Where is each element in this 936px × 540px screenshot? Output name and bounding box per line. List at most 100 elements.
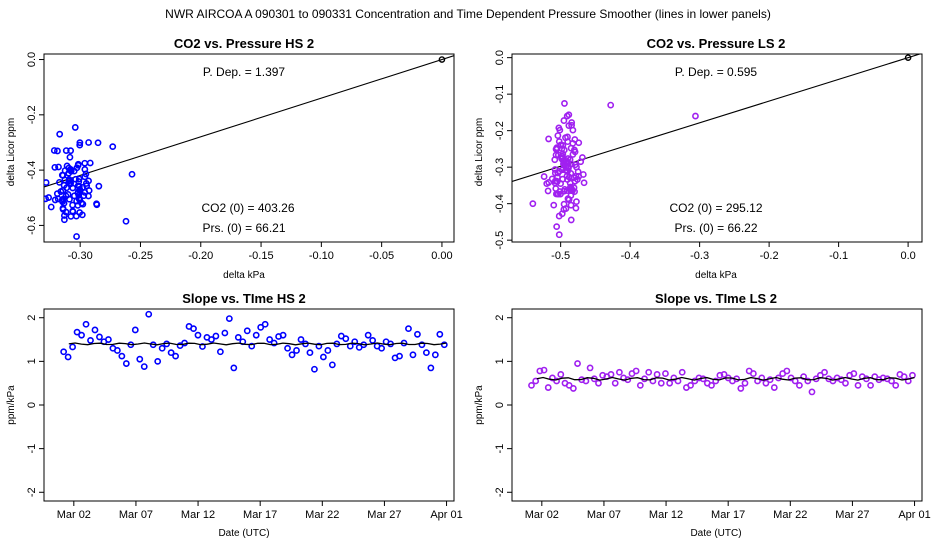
data-point xyxy=(61,167,69,174)
data-point xyxy=(418,341,426,349)
data-point xyxy=(319,353,327,361)
data-point xyxy=(549,374,556,382)
data-point xyxy=(545,135,552,143)
data-point xyxy=(567,160,575,168)
data-point xyxy=(136,355,144,363)
data-point xyxy=(762,379,770,387)
x-tick-label: Mar 12 xyxy=(181,509,215,521)
data-point xyxy=(243,327,251,335)
data-point xyxy=(74,161,82,169)
data-point xyxy=(653,371,661,378)
data-point xyxy=(645,368,653,376)
data-point xyxy=(662,370,669,377)
data-point xyxy=(595,379,602,387)
data-point xyxy=(436,330,444,338)
plot-frame xyxy=(511,53,923,243)
x-axis-label: delta kPa xyxy=(223,270,265,281)
data-point xyxy=(553,377,561,385)
data-point xyxy=(122,217,130,225)
data-point xyxy=(554,173,561,181)
x-tick-label: -0.4 xyxy=(621,250,640,262)
data-point xyxy=(65,176,73,183)
x-axis-label: Date (UTC) xyxy=(218,528,269,539)
data-point xyxy=(60,181,68,189)
data-marks xyxy=(60,310,448,373)
data-point xyxy=(71,124,79,131)
data-point xyxy=(194,331,202,339)
data-point xyxy=(569,385,577,392)
data-point xyxy=(140,363,148,370)
panel-hs-slope: Slope vs. TIme HS 2 Date (UTC) ppm/kPa M… xyxy=(6,291,463,539)
data-marks xyxy=(528,360,916,396)
data-point xyxy=(749,370,757,377)
data-point xyxy=(560,160,567,168)
x-tick-label: -0.20 xyxy=(188,250,213,262)
x-tick-label: -0.5 xyxy=(551,250,570,262)
data-point xyxy=(67,212,75,220)
fit-line xyxy=(44,55,454,188)
data-point xyxy=(216,348,224,356)
data-point xyxy=(657,379,665,387)
data-point xyxy=(570,174,578,182)
data-point xyxy=(261,320,269,328)
data-point xyxy=(712,377,720,385)
data-point xyxy=(552,145,560,153)
panel-title: CO2 vs. Pressure LS 2 xyxy=(647,36,786,51)
data-point xyxy=(351,338,359,346)
data-point xyxy=(279,331,287,339)
data-point xyxy=(616,368,623,376)
data-point xyxy=(51,196,59,204)
data-point xyxy=(81,159,89,167)
x-tick-label: Mar 02 xyxy=(57,509,91,521)
plot-area xyxy=(60,310,448,373)
data-point xyxy=(74,188,82,196)
data-point xyxy=(570,184,578,192)
x-tick-label: 0.0 xyxy=(900,250,915,262)
data-point xyxy=(561,100,568,107)
y-tick-label: -0.5 xyxy=(494,231,506,250)
data-point xyxy=(854,381,862,389)
data-point xyxy=(666,379,674,387)
reference-point xyxy=(438,56,446,63)
data-point xyxy=(50,147,58,154)
y-tick-label: -0.1 xyxy=(494,85,506,104)
data-point xyxy=(85,177,92,185)
data-point xyxy=(69,343,76,351)
data-point xyxy=(128,170,136,178)
data-point xyxy=(567,216,575,224)
data-point xyxy=(60,348,68,356)
axis-ticks: Mar 02 Mar 07 Mar 12 Mar 17 Mar 22 Mar 27 Apr … xyxy=(494,308,931,521)
data-point xyxy=(288,351,296,359)
data-point xyxy=(60,199,68,207)
panel-title: Slope vs. TIme LS 2 xyxy=(655,291,777,306)
data-point xyxy=(190,325,197,333)
x-tick-label: -0.1 xyxy=(829,250,848,262)
data-point xyxy=(60,216,68,224)
data-point xyxy=(113,347,121,354)
data-point xyxy=(440,341,448,349)
data-point xyxy=(76,209,84,216)
x-axis-label: Date (UTC) xyxy=(690,528,741,539)
data-point xyxy=(431,351,439,359)
y-tick-label: -0.4 xyxy=(494,194,506,213)
data-point xyxy=(569,151,577,158)
data-point xyxy=(553,223,561,231)
data-point xyxy=(154,357,162,365)
data-point xyxy=(758,374,766,382)
data-point xyxy=(67,167,75,175)
smoother-line xyxy=(68,342,447,346)
data-point xyxy=(230,364,238,372)
data-point xyxy=(564,168,571,175)
data-point xyxy=(225,315,233,322)
data-point xyxy=(55,163,62,171)
data-point xyxy=(573,198,580,206)
p-dep-annotation: P. Dep. = 0.595 xyxy=(675,65,758,79)
data-point xyxy=(565,196,573,204)
data-point xyxy=(586,364,594,372)
data-point xyxy=(51,163,59,171)
data-point xyxy=(554,132,562,140)
y-tick-label: -2 xyxy=(494,487,506,497)
x-axis-label: delta kPa xyxy=(695,270,737,281)
data-point xyxy=(554,169,562,177)
y-tick-label: -0.2 xyxy=(26,105,38,124)
